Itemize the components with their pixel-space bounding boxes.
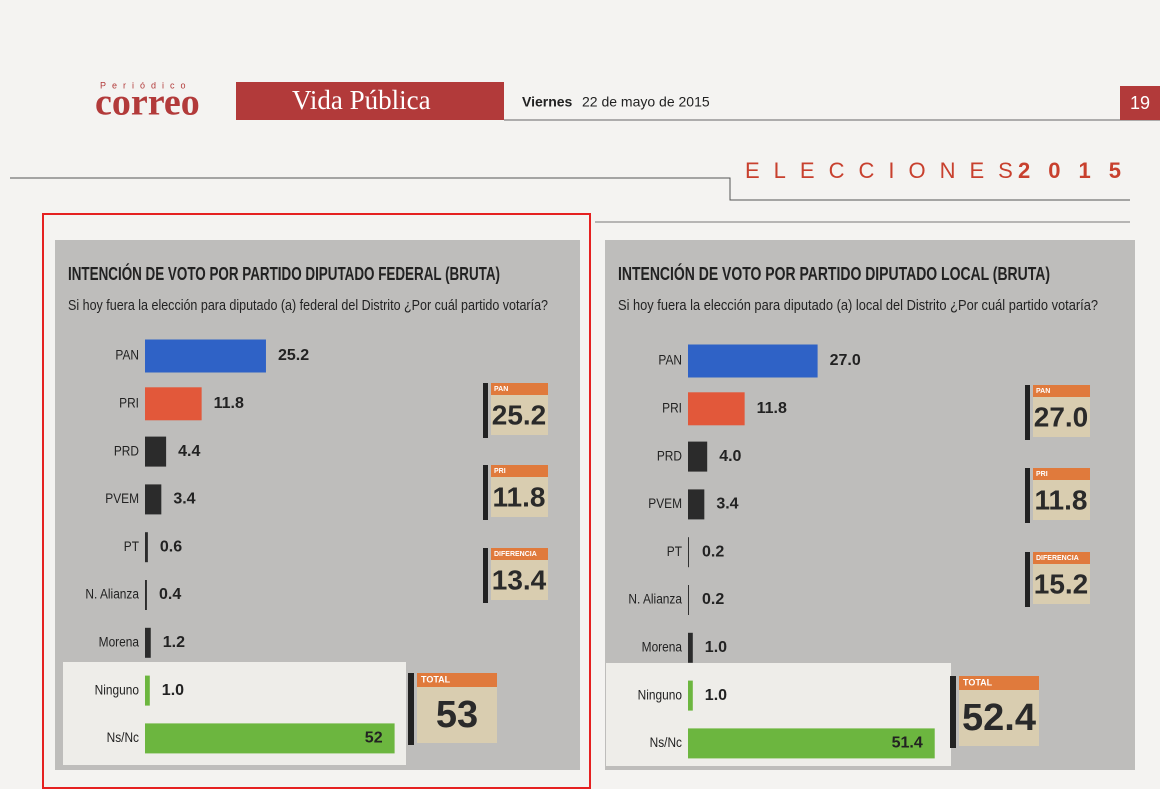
callout-bar	[1025, 552, 1030, 607]
callout-label: PAN	[1036, 388, 1050, 395]
callout-label: PAN	[494, 386, 508, 393]
category-label: PRI	[662, 400, 682, 416]
chart-title: INTENCIÓN DE VOTO POR PARTIDO DIPUTADO L…	[618, 263, 1050, 284]
total-value: 52.4	[962, 697, 1036, 739]
bar	[145, 580, 147, 610]
value-label: 4.4	[178, 443, 200, 460]
callout-label: PRI	[1036, 471, 1048, 478]
category-label: PRD	[657, 447, 682, 463]
total-value: 53	[436, 694, 478, 736]
bar	[145, 437, 166, 467]
bar	[145, 484, 161, 514]
category-label: Ns/Nc	[650, 734, 683, 750]
bar	[145, 340, 266, 373]
value-label: 11.8	[214, 395, 244, 412]
category-label: PRD	[114, 442, 139, 458]
value-label: 1.0	[705, 639, 727, 656]
category-label: PRI	[119, 395, 139, 411]
callout-value: 11.8	[493, 481, 546, 512]
callout-label: DIFERENCIA	[494, 551, 537, 558]
bar	[688, 537, 689, 567]
callout-bar	[1025, 468, 1030, 523]
value-label: 0.4	[159, 586, 181, 603]
value-label: 11.8	[757, 400, 787, 417]
value-label: 4.0	[719, 448, 741, 465]
total-label: TOTAL	[421, 674, 451, 684]
bar	[145, 723, 395, 753]
callout-value: 13.4	[492, 564, 547, 595]
total-bar	[408, 673, 414, 745]
bar	[688, 345, 818, 378]
callout-label: DIFERENCIA	[1036, 555, 1079, 562]
category-label: PT	[667, 543, 682, 559]
bar	[688, 489, 704, 519]
value-label: 3.4	[173, 491, 195, 508]
banner: ELECCIONES	[745, 158, 1027, 183]
bar	[688, 681, 693, 711]
callout-value: 11.8	[1035, 484, 1088, 515]
chart-title: INTENCIÓN DE VOTO POR PARTIDO DIPUTADO F…	[68, 263, 500, 284]
callout-value: 27.0	[1034, 401, 1089, 432]
bar	[145, 628, 151, 658]
bar	[688, 442, 707, 472]
value-label: 52	[365, 730, 383, 747]
category-label: Ninguno	[638, 686, 682, 702]
value-label: 27.0	[830, 352, 861, 369]
bar	[145, 532, 148, 562]
callout-bar	[483, 548, 488, 603]
date-day: Viernes	[522, 94, 573, 110]
value-label: 25.2	[278, 347, 309, 364]
value-label: 0.2	[702, 591, 724, 608]
value-label: 1.0	[162, 682, 184, 699]
category-label: Morena	[99, 634, 140, 650]
category-label: PVEM	[105, 490, 139, 506]
category-label: Morena	[642, 639, 683, 655]
callout-value: 25.2	[492, 399, 547, 430]
category-label: N. Alianza	[85, 586, 139, 602]
callout-value: 15.2	[1034, 568, 1089, 599]
page-number: 19	[1130, 93, 1150, 113]
category-label: PT	[124, 538, 139, 554]
category-label: PAN	[658, 352, 682, 368]
category-label: Ninguno	[95, 681, 139, 697]
section: Vida Pública	[292, 85, 431, 115]
value-label: 0.2	[702, 543, 724, 560]
bar	[688, 633, 693, 663]
bar	[688, 392, 745, 425]
value-label: 0.6	[160, 538, 182, 555]
callout-bar	[483, 383, 488, 438]
brand: correo	[95, 82, 200, 124]
category-label: Ns/Nc	[107, 729, 140, 745]
bar	[688, 585, 689, 615]
bar	[145, 676, 150, 706]
callout-bar	[1025, 385, 1030, 440]
chart-subtitle: Si hoy fuera la elección para diputado (…	[618, 297, 1098, 314]
callout-bar	[483, 465, 488, 520]
total-bar	[950, 676, 956, 748]
value-label: 1.2	[163, 634, 185, 651]
page: Periódico correo Vida Pública Viernes 22…	[0, 0, 1160, 789]
value-label: 1.0	[705, 687, 727, 704]
bar	[145, 387, 202, 420]
value-label: 3.4	[716, 496, 738, 513]
total-label: TOTAL	[963, 677, 993, 687]
value-label: 51.4	[892, 735, 923, 752]
date: 22 de mayo de 2015	[582, 94, 710, 110]
category-label: PAN	[115, 347, 139, 363]
category-label: PVEM	[648, 495, 682, 511]
callout-label: PRI	[494, 468, 506, 475]
banner-year: 2015	[1018, 158, 1139, 183]
chart-subtitle: Si hoy fuera la elección para diputado (…	[68, 297, 548, 314]
category-label: N. Alianza	[628, 591, 682, 607]
